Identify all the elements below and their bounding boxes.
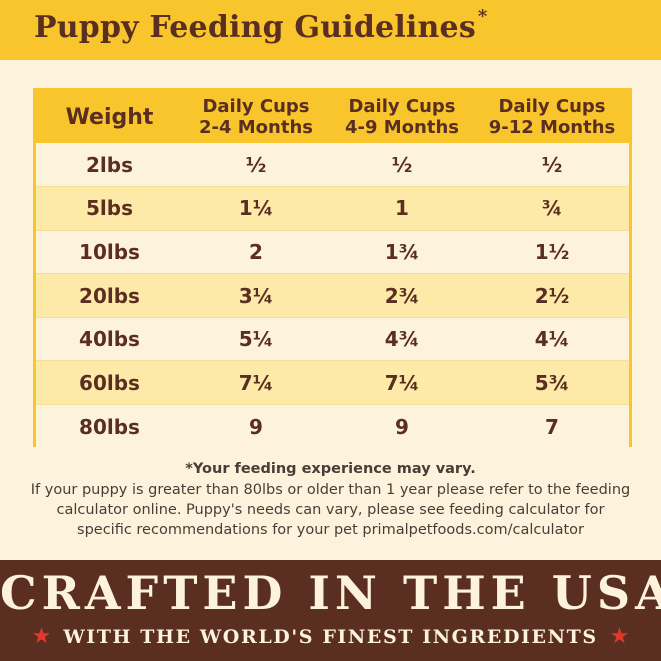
table-row: 80lbs 9 9 7 <box>36 404 629 449</box>
cups-cell: 2½ <box>475 273 629 318</box>
column-header-line: 4-9 Months <box>344 117 459 138</box>
table-row: 40lbs 5¼ 4¾ 4¼ <box>36 316 629 361</box>
table-row: 2lbs ½ ½ ½ <box>36 143 629 187</box>
column-header-2-4-months: Daily Cups 2-4 Months <box>183 91 329 143</box>
cups-cell: 4¼ <box>475 316 629 361</box>
feeding-table-frame: Weight Daily Cups 2-4 Months Daily Cups 4-… <box>33 88 632 449</box>
header-band <box>0 0 661 60</box>
disclaimer-line: calculator online. Puppy's needs can var… <box>56 502 605 518</box>
cups-cell: ¾ <box>475 186 629 231</box>
column-header-weight: Weight <box>36 91 183 143</box>
weight-cell: 10lbs <box>36 229 183 274</box>
disclaimer-notes: *Your feeding experience may vary. If yo… <box>20 461 641 540</box>
cups-cell: 1 <box>329 186 475 231</box>
cups-cell: ½ <box>541 152 563 177</box>
weight-cell: 5lbs <box>36 186 183 231</box>
column-header-line: Daily Cups <box>498 96 606 117</box>
cups-cell: 2¾ <box>329 273 475 318</box>
cups-cell: 7¼ <box>183 360 329 405</box>
star-icon: ★ <box>31 624 52 649</box>
table-row: 5lbs 1¼ 1 ¾ <box>36 186 629 231</box>
footer-subtitle: WITH THE WORLD'S FINEST INGREDIENTS <box>63 626 598 648</box>
cups-cell: 3¼ <box>183 273 329 318</box>
disclaimer-body: If your puppy is greater than 80lbs or o… <box>20 480 641 540</box>
cups-cell: 2 <box>183 229 329 274</box>
footer-subtitle-row: ★ WITH THE WORLD'S FINEST INGREDIENTS ★ <box>0 624 661 650</box>
column-header-line: Daily Cups <box>348 96 456 117</box>
cups-cell: 5¾ <box>475 360 629 405</box>
table-header-row: Weight Daily Cups 2-4 Months Daily Cups 4-… <box>36 91 629 143</box>
footer-title: CRAFTED IN THE USA <box>0 566 661 620</box>
footer-banner: CRAFTED IN THE USA ★ WITH THE WORLD'S FI… <box>0 560 661 661</box>
weight-cell: 80lbs <box>36 404 183 449</box>
cups-cell: 7 <box>475 404 629 449</box>
cups-cell: 9 <box>329 404 475 449</box>
disclaimer-line: specific recommendations for your pet pr… <box>77 522 584 538</box>
cups-cell: 1¾ <box>329 229 475 274</box>
cups-cell: ½ <box>245 152 267 177</box>
column-header-line: Daily Cups <box>202 96 310 117</box>
column-header-text: Weight <box>65 104 154 130</box>
weight-cell: 20lbs <box>36 273 183 318</box>
weight-cell: 40lbs <box>36 316 183 361</box>
title-asterisk: * <box>477 6 488 27</box>
cups-cell: ½ <box>391 152 413 177</box>
page-title: Puppy Feeding Guidelines * <box>34 6 488 45</box>
cups-cell: 1½ <box>475 229 629 274</box>
weight-cell: 60lbs <box>36 360 183 405</box>
cups-cell: 7¼ <box>329 360 475 405</box>
star-icon: ★ <box>609 624 630 649</box>
column-header-9-12-months: Daily Cups 9-12 Months <box>475 91 629 143</box>
table-row: 20lbs 3¼ 2¾ 2½ <box>36 273 629 318</box>
column-header-line: 2-4 Months <box>198 117 313 138</box>
column-header-line: 9-12 Months <box>488 117 616 138</box>
table-row: 10lbs 2 1¾ 1½ <box>36 229 629 274</box>
column-header-4-9-months: Daily Cups 4-9 Months <box>329 91 475 143</box>
cups-cell: 1¼ <box>183 186 329 231</box>
disclaimer-line: If your puppy is greater than 80lbs or o… <box>30 482 631 498</box>
table-row: 60lbs 7¼ 7¼ 5¾ <box>36 360 629 405</box>
page-title-text: Puppy Feeding Guidelines <box>34 10 476 45</box>
disclaimer-title: *Your feeding experience may vary. <box>185 461 476 477</box>
cups-cell: 9 <box>183 404 329 449</box>
cups-cell: 5¼ <box>183 316 329 361</box>
feeding-table: Weight Daily Cups 2-4 Months Daily Cups 4-… <box>36 91 629 449</box>
cups-cell: 4¾ <box>329 316 475 361</box>
weight-cell: 2lbs <box>86 152 133 177</box>
